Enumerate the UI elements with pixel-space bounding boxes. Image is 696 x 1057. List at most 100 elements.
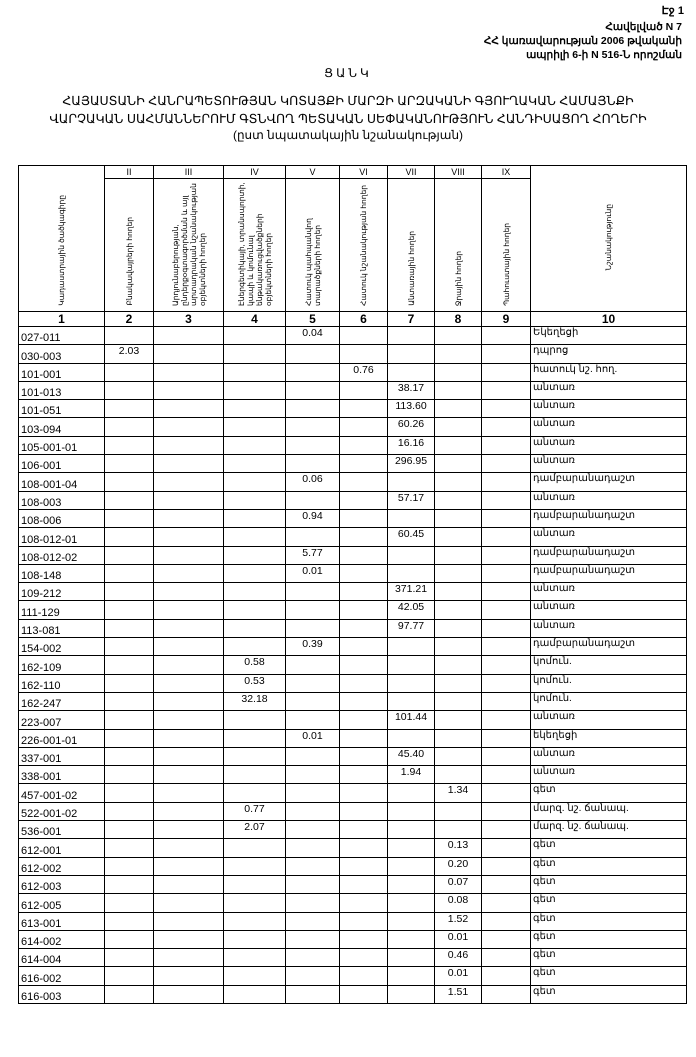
area-value [285, 893, 340, 913]
area-value [339, 893, 388, 913]
area-value [153, 801, 224, 822]
table-row: 154-002 0.39 դամբարանադաշտ [18, 637, 687, 657]
cadastral-code: 101-051 [18, 399, 105, 419]
area-value [434, 746, 482, 767]
purpose: կոմուն. [530, 655, 687, 675]
area-value [339, 380, 388, 401]
cadastral-code: 103-094 [18, 417, 105, 437]
area-value [153, 838, 224, 858]
area-value [285, 929, 340, 950]
area-value [387, 325, 435, 346]
purpose: անտառ [530, 765, 687, 785]
area-value [104, 874, 154, 895]
area-value [223, 600, 286, 620]
area-value [481, 417, 531, 437]
area-value [153, 563, 224, 584]
table-row: 113-081 97.77 անտառ [18, 618, 687, 639]
table-row: 111-129 42.05 անտառ [18, 600, 687, 620]
area-value [339, 746, 388, 767]
area-value [434, 435, 482, 456]
area-value [223, 746, 286, 767]
area-value [285, 344, 340, 364]
area-value [285, 838, 340, 858]
cadastral-code: 113-081 [18, 618, 105, 639]
table-row: 337-001 45.40 անտառ [18, 746, 687, 767]
area-value [223, 929, 286, 950]
table-row: 101-001 0.76 հատուկ նշ. հող. [18, 362, 687, 382]
area-value [285, 454, 340, 474]
area-value [387, 637, 435, 657]
area-value: 38.17 [387, 380, 435, 401]
area-value [434, 618, 482, 639]
column-header: Անտառային հողեր [387, 178, 435, 312]
table-row: 162-110 0.53 կոմուն. [18, 673, 687, 693]
area-value: 0.58 [223, 655, 286, 675]
area-value [153, 618, 224, 639]
purpose: գետ [530, 984, 687, 1004]
area-value [153, 966, 224, 986]
area-value [387, 508, 435, 529]
purpose: Եկեղեցի [530, 325, 687, 346]
area-value: 0.77 [223, 801, 286, 822]
column-number: 3 [153, 311, 224, 327]
area-value [481, 673, 531, 693]
area-value: 0.01 [285, 563, 340, 584]
area-value [104, 472, 154, 492]
area-value [153, 893, 224, 913]
area-value: 296.95 [387, 454, 435, 474]
area-value: 0.01 [285, 728, 340, 748]
area-value [285, 911, 340, 931]
roman-numeral: VIII [434, 165, 482, 179]
cadastral-code: 030-003 [18, 344, 105, 364]
area-value [104, 362, 154, 382]
cadastral-code: 612-005 [18, 893, 105, 913]
area-value [285, 527, 340, 547]
area-value [104, 710, 154, 730]
area-value [339, 399, 388, 419]
area-value [104, 728, 154, 748]
table-row: 108-001-04 0.06 դամբարանադաշտ [18, 472, 687, 492]
area-value [481, 563, 531, 584]
area-value [481, 801, 531, 822]
area-value [153, 856, 224, 876]
area-value: 1.34 [434, 783, 482, 803]
purpose: եկեղեցի [530, 728, 687, 748]
area-value [339, 582, 388, 602]
area-value [153, 765, 224, 785]
annex-line: Հավելված N 7 [605, 21, 682, 33]
area-value [104, 527, 154, 547]
cadastral-code: 614-002 [18, 929, 105, 950]
area-value [223, 765, 286, 785]
area-value [285, 582, 340, 602]
area-value [104, 911, 154, 931]
column-header-label: Հատուկ պահպանվող տարածքների հողեր [303, 218, 322, 306]
column-header-label: Հատուկ նշանակության հողեր [359, 185, 368, 306]
table-row: 108-003 57.17 անտառ [18, 490, 687, 510]
area-value [339, 673, 388, 693]
area-value [223, 344, 286, 364]
document-title: ՑԱՆԿ [324, 66, 372, 80]
area-value [104, 856, 154, 876]
area-value [223, 637, 286, 657]
cadastral-code: 108-006 [18, 508, 105, 529]
area-value [434, 600, 482, 620]
area-value [434, 344, 482, 364]
column-header: Նշանակությունը [530, 165, 687, 312]
area-value [339, 710, 388, 730]
area-value [104, 380, 154, 401]
area-value [153, 929, 224, 950]
area-value [285, 984, 340, 1004]
column-header: Պահուստային հողեր [481, 178, 531, 312]
area-value [434, 508, 482, 529]
area-value [153, 820, 224, 840]
column-header: Հատուկ նշանակության հողեր [339, 178, 388, 312]
purpose: դամբարանադաշտ [530, 637, 687, 657]
area-value: 16.16 [387, 435, 435, 456]
area-value [223, 380, 286, 401]
area-value [153, 399, 224, 419]
area-value [285, 746, 340, 767]
area-value [339, 325, 388, 346]
purpose: գետ [530, 783, 687, 803]
area-value [434, 820, 482, 840]
area-value [153, 746, 224, 767]
